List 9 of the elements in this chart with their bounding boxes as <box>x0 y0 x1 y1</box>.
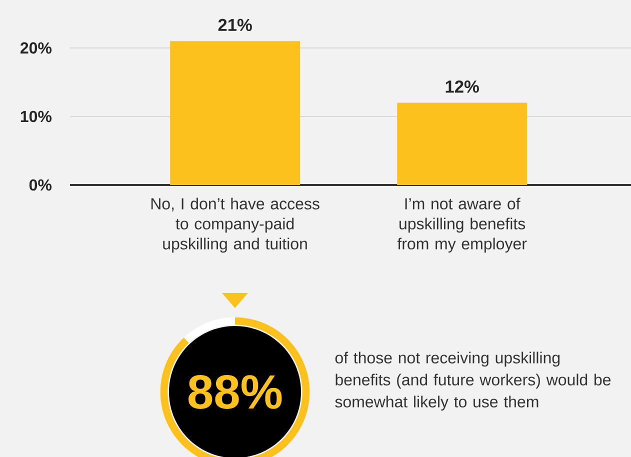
x-tick-label: No, I don’t have access to company-paid upskilling and tuition <box>151 198 320 253</box>
data-label: 21% <box>218 18 252 32</box>
y-tick-label: 20% <box>20 42 52 54</box>
y-tick-label: 10% <box>20 110 52 122</box>
data-label: 12% <box>446 80 479 93</box>
y-tick-label: 0% <box>29 179 52 191</box>
text: of those not receiving upskilling benefits (and future workers) would be somewhat likely to use them <box>335 352 611 411</box>
data-label: 88% <box>188 375 282 409</box>
x-tick-label: I’m not aware of upskilling benefits from my employer <box>397 198 527 253</box>
